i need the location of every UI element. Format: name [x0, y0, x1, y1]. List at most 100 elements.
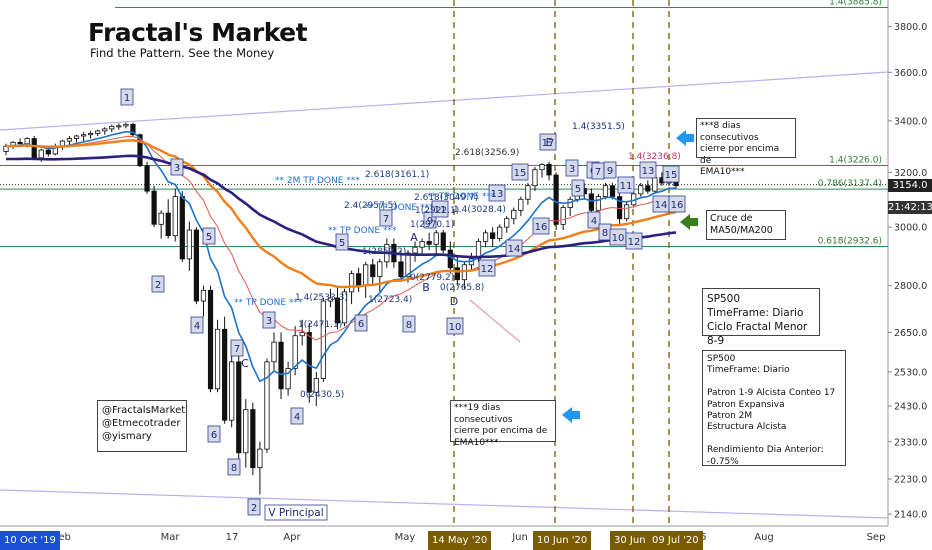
candle-body-18 [130, 123, 136, 136]
y-tick-label-8: 2430.0 [894, 402, 927, 413]
candle-body-0 [3, 145, 9, 152]
y-tick-label-5: 2800.0 [894, 281, 927, 292]
wave-label-box-1 [151, 275, 165, 293]
wave-label-text-24: 3 [569, 164, 575, 175]
candle-body-92 [652, 177, 658, 192]
wave-label-box-37 [668, 195, 686, 213]
candle-body-3 [24, 138, 30, 145]
wave-label-text-8: 2 [251, 503, 257, 514]
cruce-ma-box: Cruce de MA50/MA200 [706, 210, 786, 240]
x-tick-label-5: Jun [511, 532, 528, 543]
twitter-handles-box: @FractalsMarket @Etmecotrader @yismary [97, 400, 187, 452]
candle-body-33 [236, 361, 242, 454]
wave-label-text-3: 4 [194, 321, 200, 332]
candle-body-52 [370, 264, 376, 278]
wave-label-text-12: 6 [358, 319, 364, 330]
wave-label-box-18 [478, 259, 496, 277]
corrective-letter-b: B [422, 281, 430, 294]
wave-label-box-32 [617, 176, 635, 194]
wave-label-box-4 [202, 227, 216, 245]
wave-label-text-9: 3 [266, 316, 272, 327]
y-tick-label-1: 3600.0 [894, 68, 927, 79]
wave-label-text-37: 16 [671, 200, 684, 211]
x-tick-label-3: Apr [283, 532, 301, 543]
wave-label-box-25 [587, 211, 601, 229]
wave-label-text-17: 11 [434, 205, 447, 216]
candle-body-61 [433, 232, 439, 245]
chart-annotation-3: 2.618(3161.1) [365, 170, 429, 180]
corrective-letter-e: E [546, 136, 553, 149]
candle-body-76 [539, 164, 545, 171]
x-tick-label-2: 17 [226, 532, 239, 543]
candle-body-26 [186, 229, 192, 260]
candle-body-19 [137, 134, 143, 167]
wave-label-text-13: 7 [383, 214, 389, 225]
candle-body-37 [264, 361, 270, 450]
wave-label-box-12 [354, 314, 368, 332]
candle-body-79 [560, 207, 566, 225]
candle-body-25 [179, 196, 185, 260]
wave-label-text-32: 11 [620, 181, 633, 192]
corrective-letter-c: C [241, 357, 249, 370]
candle-body-27 [193, 229, 200, 302]
wave-label-text-22: 16 [535, 222, 548, 233]
wave-label-text-2: 3 [174, 163, 180, 174]
note-8-days-box: ***8 dias consecutivos cierre por encima… [696, 118, 796, 177]
wave-label-box-3 [190, 316, 204, 334]
candle-body-50 [356, 273, 362, 287]
candle-body-31 [222, 328, 228, 421]
candle-body-28 [200, 289, 207, 302]
candle-body-11 [80, 134, 87, 137]
note-19-days-box: ***19 dias consecutivos cierre por encim… [450, 400, 556, 448]
chart-annotation-13: 1(2723.4) [368, 295, 412, 305]
wave-label-text-20: 14 [508, 244, 521, 255]
v-principal-label: V Principal [268, 507, 323, 519]
chart-annotation-5: ** TP DONE *** [328, 226, 397, 236]
wave-label-box-14 [402, 315, 416, 333]
wave-label-box-16 [446, 317, 464, 335]
wave-label-text-28: 7 [595, 167, 601, 178]
candle-body-24 [172, 196, 178, 237]
candle-body-78 [553, 174, 559, 225]
blue-arrow-top-icon [676, 130, 694, 146]
candle-body-14 [102, 128, 108, 132]
chart-annotation-2: 2.618(3256.9) [455, 148, 519, 158]
candle-body-13 [95, 130, 101, 134]
wave-label-box-0 [120, 88, 134, 106]
candle-body-47 [334, 297, 341, 324]
candle-body-86 [609, 185, 616, 197]
candle-body-2 [17, 141, 23, 145]
current-price-tag: 3154.0 [888, 179, 932, 192]
date-tag-jul09: 09 Jul '20 [648, 531, 703, 550]
candle-body-17 [123, 123, 129, 127]
wave-label-text-33: 12 [628, 237, 641, 248]
wave-label-text-30: 9 [607, 166, 613, 177]
candle-body-21 [151, 190, 157, 225]
candle-body-22 [158, 212, 164, 225]
wave-label-box-5 [207, 425, 221, 443]
wave-label-text-19: 13 [491, 189, 504, 200]
candle-body-41 [292, 335, 298, 369]
fib-level-label-0: 1.4(3885.8) [829, 0, 882, 7]
ema10-line [5, 130, 677, 383]
candle-body-5 [38, 149, 44, 159]
ema20-line [5, 135, 677, 341]
candle-body-69 [490, 232, 496, 239]
wave-label-text-11: 5 [339, 238, 345, 249]
wave-label-box-13 [379, 209, 393, 227]
fib-level-label-3: 0.618(2932.6) [818, 236, 882, 246]
candle-body-9 [66, 138, 73, 142]
wave-label-text-10: 4 [294, 412, 300, 423]
candle-body-10 [73, 135, 80, 139]
candle-body-40 [285, 368, 291, 390]
pink-diagonal-line [469, 299, 521, 343]
candle-body-23 [165, 212, 171, 237]
chart-annotation-10: 1(2970.1) [410, 220, 454, 230]
candle-body-34 [243, 409, 249, 454]
wave-label-text-4: 5 [206, 232, 212, 243]
candle-body-53 [377, 261, 383, 278]
wave-label-text-14: 8 [406, 320, 412, 331]
candle-body-58 [412, 246, 418, 254]
date-tag-oct19: 10 Oct '19 [0, 531, 60, 550]
